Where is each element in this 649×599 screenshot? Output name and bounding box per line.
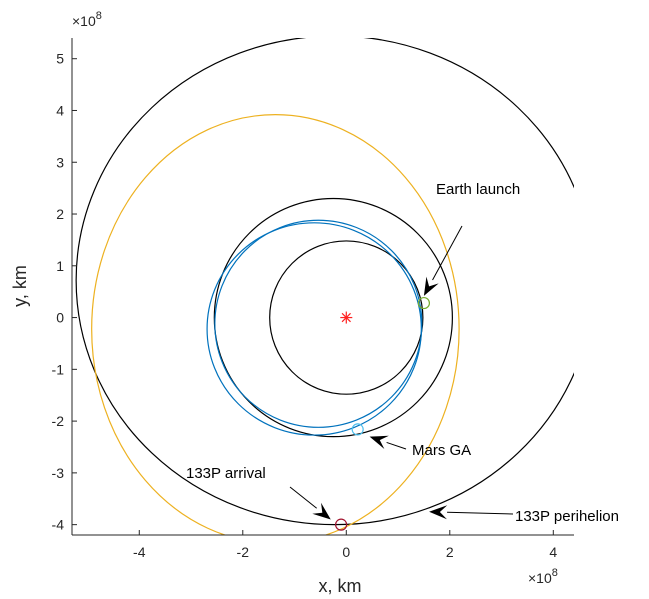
x-tick-label: -4 bbox=[133, 544, 146, 560]
annotation-133p-arrival: 133P arrival bbox=[186, 465, 266, 482]
arrow-line bbox=[289, 486, 317, 509]
orbit-4 bbox=[206, 222, 422, 436]
y-tick-label: 3 bbox=[56, 154, 64, 170]
x-tick-label: -2 bbox=[237, 544, 250, 560]
orbits-layer bbox=[75, 38, 574, 535]
orbit-0 bbox=[269, 240, 424, 395]
x-ticks: -4 -2 0 2 4 bbox=[133, 530, 557, 560]
annotation-arrows bbox=[289, 225, 514, 520]
x-tick-label: 4 bbox=[549, 544, 557, 560]
y-tick-label: 4 bbox=[56, 102, 64, 118]
y-tick-label: -4 bbox=[52, 517, 65, 533]
orbit-2 bbox=[75, 38, 574, 526]
orbit-5 bbox=[91, 114, 460, 535]
mars-ga-marker bbox=[351, 423, 364, 436]
x-tick-label: 2 bbox=[446, 544, 454, 560]
y-tick-label: -3 bbox=[52, 465, 65, 481]
y-tick-label: 0 bbox=[56, 310, 64, 326]
y-axis-label: y, km bbox=[10, 265, 30, 307]
y-tick-label: 1 bbox=[56, 258, 64, 274]
y-exponent-label: ×108 bbox=[72, 10, 102, 29]
133p-arrival-marker bbox=[335, 518, 348, 531]
markers-layer bbox=[335, 296, 431, 531]
annotation-133p-perihelion: 133P perihelion bbox=[515, 508, 619, 525]
x-tick-label: 0 bbox=[342, 544, 350, 560]
y-tick-label: 5 bbox=[56, 51, 64, 67]
y-ticks: -4 -3 -2 -1 0 1 2 3 4 5 bbox=[52, 51, 77, 533]
arrow-head bbox=[423, 276, 439, 296]
y-tick-label: -2 bbox=[52, 413, 65, 429]
y-tick-label: 2 bbox=[56, 206, 64, 222]
sun-marker bbox=[340, 311, 353, 324]
x-exponent-label: ×108 bbox=[528, 567, 558, 586]
orbit-3 bbox=[214, 219, 423, 428]
arrow-head bbox=[369, 435, 389, 450]
arrow-head bbox=[312, 502, 331, 520]
annotation-mars-ga: Mars GA bbox=[412, 442, 471, 459]
x-axis-label: x, km bbox=[319, 576, 362, 596]
arrow-line bbox=[432, 225, 463, 281]
annotation-earth-launch: Earth launch bbox=[436, 181, 520, 198]
plot-area bbox=[72, 38, 574, 535]
orbit-1 bbox=[213, 197, 453, 438]
arrow-head bbox=[429, 505, 448, 520]
y-tick-label: -1 bbox=[52, 361, 65, 377]
arrow-line bbox=[447, 511, 514, 515]
sun-ray bbox=[341, 312, 351, 323]
arrow-line bbox=[386, 441, 407, 450]
earth-launch-marker bbox=[417, 296, 431, 310]
